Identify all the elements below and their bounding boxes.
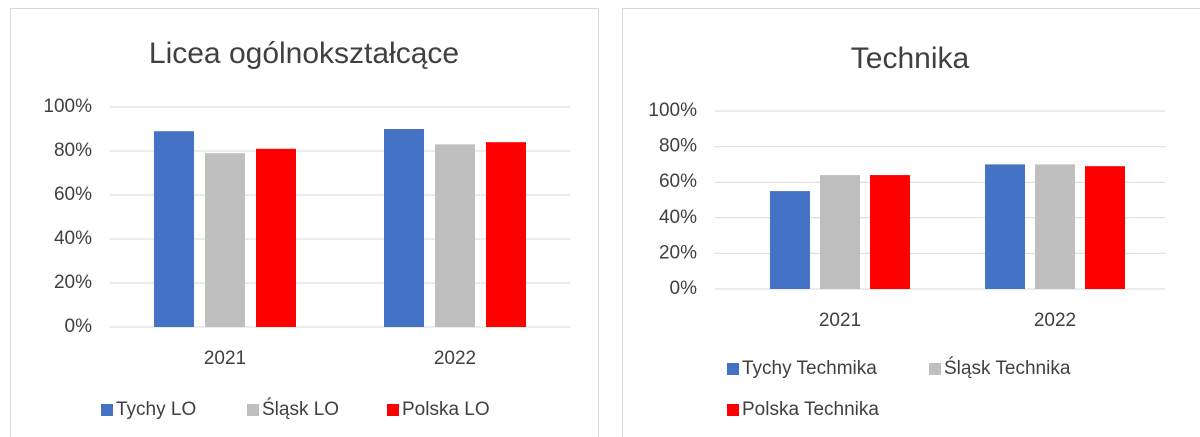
bar [820,175,860,289]
bar [384,129,424,327]
chart-title: Technika [851,42,970,75]
x-tick-label: 2021 [819,310,861,331]
legend-label: Polska LO [402,399,490,420]
bar [1035,164,1075,289]
legend-swatch [727,363,739,375]
x-tick-label: 2022 [434,348,476,369]
y-tick-label: 100% [43,96,92,117]
bar [154,131,194,327]
legend-label: Polska Technika [742,399,879,420]
bar [770,191,810,289]
y-tick-label: 40% [659,207,697,228]
y-tick-label: 20% [659,242,697,263]
bar [1085,166,1125,289]
legend-swatch [727,404,739,416]
chart-title: Licea ogólnokształcące [149,37,459,70]
legend-swatch [387,404,399,416]
legend-swatch [247,404,259,416]
bar [486,142,526,327]
panel-border [622,8,1200,437]
legend-label: Śląsk Technika [944,357,1071,379]
y-tick-label: 100% [648,100,697,121]
bar [870,175,910,289]
y-tick-label: 60% [54,184,92,205]
panel-border [10,8,599,437]
x-tick-label: 2022 [1034,310,1076,331]
y-tick-label: 0% [65,316,93,337]
legend-label: Tychy LO [116,399,196,420]
y-tick-label: 80% [659,136,697,157]
y-tick-label: 80% [54,140,92,161]
x-tick-label: 2021 [204,348,246,369]
legend-swatch [929,363,941,375]
bar [256,148,296,327]
bar [985,164,1025,289]
legend-swatch [101,404,113,416]
y-tick-label: 40% [54,228,92,249]
y-tick-label: 0% [670,278,698,299]
bar [205,153,245,327]
y-tick-label: 60% [659,171,697,192]
legend-label: Śląsk LO [262,398,339,420]
bar [435,144,475,327]
y-tick-label: 20% [54,272,92,293]
legend-label: Tychy Techmika [742,358,877,379]
